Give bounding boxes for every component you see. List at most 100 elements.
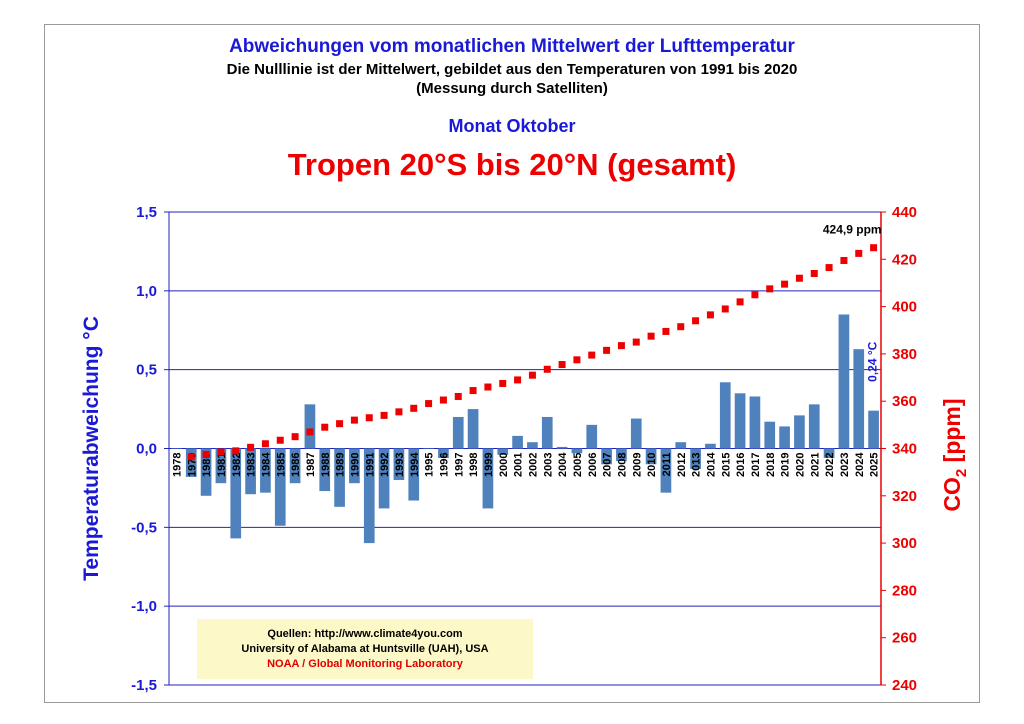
temperature-bar bbox=[185, 448, 197, 477]
x-tick-label: 2007 bbox=[602, 453, 614, 477]
temperature-bar bbox=[675, 442, 687, 449]
temperature-bar bbox=[467, 409, 479, 449]
co2-marker bbox=[706, 311, 714, 319]
x-tick-label: 1998 bbox=[468, 453, 480, 477]
source-line-1: Quellen: http://www.climate4you.com bbox=[267, 628, 463, 640]
co2-marker bbox=[410, 404, 418, 412]
co2-marker bbox=[395, 408, 403, 416]
temperature-bar bbox=[690, 448, 701, 469]
y-tick-label: 1,0 bbox=[136, 283, 157, 300]
co2-marker bbox=[662, 327, 670, 335]
co2-marker bbox=[647, 332, 655, 340]
x-tick-label: 1987 bbox=[305, 453, 317, 477]
temperature-bar bbox=[734, 393, 746, 449]
temperature-bar bbox=[794, 415, 805, 449]
x-tick-label: 2005 bbox=[572, 453, 584, 477]
co2-marker bbox=[232, 447, 240, 455]
temperature-bar bbox=[630, 418, 642, 449]
co2-marker bbox=[573, 356, 581, 364]
temperature-bar bbox=[349, 448, 360, 484]
co2-marker bbox=[484, 383, 492, 391]
co2-marker bbox=[795, 274, 803, 282]
y2-tick-label: 380 bbox=[892, 346, 917, 363]
x-tick-label: 2010 bbox=[646, 453, 658, 477]
x-tick-label: 2019 bbox=[780, 453, 792, 477]
temperature-bar bbox=[823, 448, 835, 458]
x-tick-label: 1993 bbox=[394, 453, 406, 477]
x-tick-label: 2021 bbox=[809, 453, 821, 477]
co2-marker bbox=[736, 298, 744, 306]
co2-marker bbox=[499, 379, 507, 387]
temperature-bar bbox=[260, 448, 271, 493]
temperature-bar bbox=[541, 416, 553, 449]
y-tick-label: 0,0 bbox=[136, 441, 157, 458]
region-title: Tropen 20°S bis 20°N (gesamt) bbox=[287, 147, 737, 182]
temperature-bar bbox=[393, 448, 405, 481]
x-tick-label: 1989 bbox=[335, 453, 347, 477]
temperature-bar bbox=[586, 424, 598, 449]
x-tick-label: 2014 bbox=[705, 452, 717, 477]
temperature-bar bbox=[616, 448, 627, 462]
x-tick-label: 1982 bbox=[231, 453, 243, 477]
chart-subtitle-1: Die Nulllinie ist der Mittelwert, gebild… bbox=[226, 61, 798, 78]
co2-marker bbox=[617, 342, 625, 350]
x-tick-label: 2016 bbox=[735, 453, 747, 477]
x-tick-label: 2012 bbox=[676, 453, 688, 477]
y2-axis-label-main: CO bbox=[939, 477, 965, 512]
co2-annotation: 424,9 ppm bbox=[823, 223, 882, 237]
temperature-bar bbox=[304, 404, 316, 449]
temperature-bar bbox=[423, 448, 434, 449]
temperature-bar bbox=[200, 448, 212, 496]
co2-marker bbox=[677, 323, 685, 331]
co2-marker bbox=[514, 376, 522, 384]
y2-tick-label: 360 bbox=[892, 393, 917, 410]
y2-tick-label: 320 bbox=[892, 488, 917, 505]
y-axis-label: Temperaturabweichung °C bbox=[80, 316, 103, 581]
y2-tick-label: 440 bbox=[892, 204, 917, 221]
x-tick-label: 2022 bbox=[824, 453, 836, 477]
temperature-bar bbox=[705, 443, 716, 449]
x-tick-label: 2018 bbox=[765, 453, 777, 477]
co2-marker bbox=[810, 269, 818, 277]
y-tick-label: -0,5 bbox=[131, 519, 157, 536]
temperature-bar bbox=[512, 435, 523, 449]
co2-marker bbox=[558, 361, 566, 369]
temperature-bar bbox=[408, 448, 420, 501]
x-tick-label: 2011 bbox=[661, 453, 673, 477]
chart-subtitle-2: (Messung durch Satelliten) bbox=[416, 80, 608, 97]
x-tick-label: 2013 bbox=[691, 453, 703, 477]
temperature-bar bbox=[808, 404, 820, 449]
y2-axis-label: CO2 [ppm] bbox=[939, 398, 970, 511]
temperature-bar bbox=[438, 448, 449, 458]
co2-marker bbox=[751, 291, 759, 299]
co2-marker bbox=[840, 256, 848, 264]
x-tick-label: 2015 bbox=[720, 453, 732, 477]
y2-tick-label: 340 bbox=[892, 441, 917, 458]
x-tick-label: 1983 bbox=[246, 453, 258, 477]
temperature-bar bbox=[171, 448, 182, 449]
co2-marker bbox=[454, 392, 462, 400]
x-tick-label: 2002 bbox=[527, 453, 539, 477]
source-line-3: NOAA / Global Monitoring Laboratory bbox=[267, 658, 463, 670]
x-tick-label: 2020 bbox=[794, 453, 806, 477]
co2-marker bbox=[469, 387, 477, 395]
x-tick-label: 1985 bbox=[275, 453, 287, 477]
co2-marker bbox=[261, 440, 269, 448]
temperature-bar bbox=[245, 448, 256, 495]
temperature-bar bbox=[334, 448, 345, 507]
y-tick-label: 0,5 bbox=[136, 362, 157, 379]
x-tick-label: 2017 bbox=[750, 453, 762, 477]
co2-marker bbox=[380, 411, 388, 419]
x-tick-label: 2000 bbox=[498, 453, 510, 477]
co2-marker bbox=[350, 416, 358, 424]
x-tick-label: 2004 bbox=[557, 452, 569, 477]
y-tick-label: -1,0 bbox=[131, 598, 157, 615]
y2-tick-label: 240 bbox=[892, 677, 917, 694]
x-tick-label: 1996 bbox=[438, 453, 450, 477]
y2-axis-label-subscript: 2 bbox=[953, 469, 970, 477]
y2-axis-label-unit: [ppm] bbox=[939, 398, 965, 468]
x-tick-label: 2008 bbox=[616, 453, 628, 477]
x-tick-label: 1995 bbox=[424, 453, 436, 477]
chart-frame bbox=[44, 24, 980, 703]
